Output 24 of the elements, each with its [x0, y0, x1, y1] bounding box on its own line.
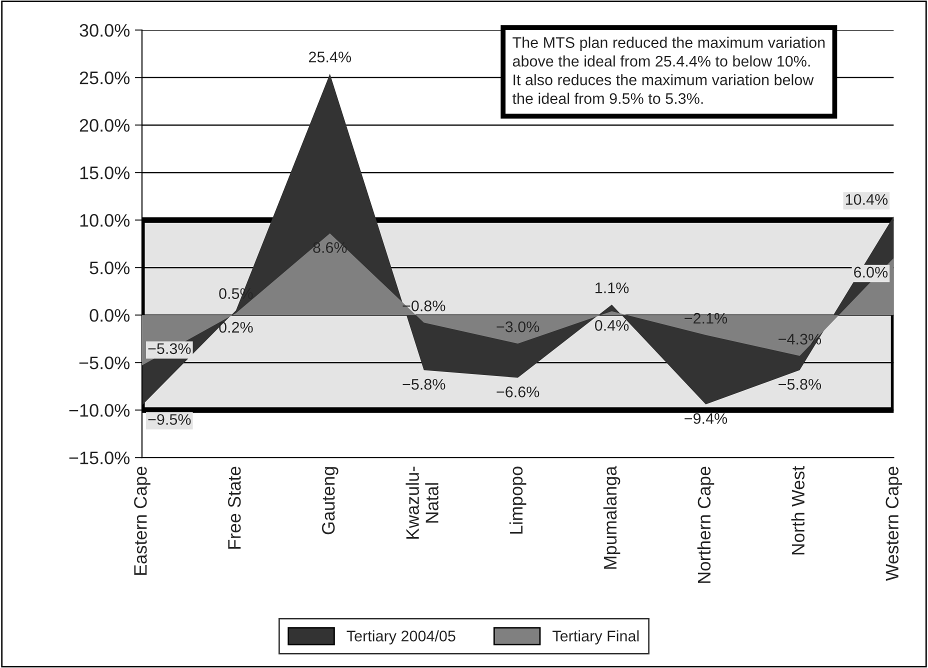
data-label: −9.4%	[684, 413, 728, 424]
data-label: −9.5%	[148, 414, 191, 425]
y-tick-label: −10.0%	[69, 404, 130, 417]
y-tick-label: 15.0%	[80, 166, 130, 180]
y-tick-label: 20.0%	[80, 119, 130, 132]
x-tick-label: North West	[791, 466, 805, 554]
y-tick-label: 10.0%	[80, 214, 130, 227]
x-tick-label: Western Cape	[886, 466, 902, 581]
y-tick-label: 5.0%	[90, 262, 130, 274]
y-tick-label: −5.0%	[79, 356, 130, 370]
x-tick-label: Mpumalanga	[603, 466, 620, 569]
x-tick-label: Northern Cape	[697, 466, 714, 583]
legend-label: Tertiary Final	[552, 630, 639, 644]
x-tick-label: Eastern Cape	[134, 466, 150, 575]
legend-label: Tertiary 2004/05	[346, 630, 456, 644]
x-tick-label: Gauteng	[322, 467, 338, 534]
data-label: 25.4%	[309, 52, 352, 62]
x-tick-label: Limpopo	[509, 466, 526, 534]
y-tick-label: 25.0%	[80, 71, 130, 84]
y-tick-label: −15.0%	[69, 452, 130, 464]
y-tick-label: 0.0%	[90, 309, 130, 322]
x-tick-label: Free State	[228, 466, 241, 549]
x-tick-label: Kwazulu- Natal	[406, 466, 438, 539]
y-tick-label: 30.0%	[80, 24, 130, 37]
